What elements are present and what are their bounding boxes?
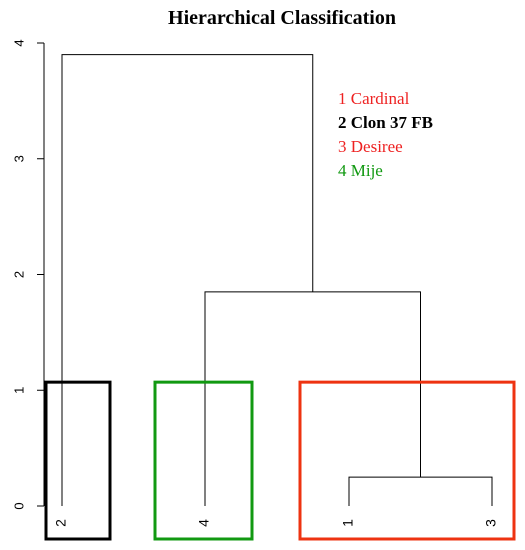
legend-entry: 3 Desiree [338, 137, 403, 156]
leaf-label: 2 [53, 519, 69, 527]
cluster-rect [44, 380, 112, 541]
y-tick-label: 2 [11, 271, 26, 278]
cluster-rect [153, 380, 254, 541]
y-tick-label: 1 [11, 387, 26, 394]
legend: 1 Cardinal 2 Clon 37 FB 3 Desiree 4 Mije [338, 89, 433, 180]
y-tick-label: 0 [11, 502, 26, 509]
leaf-label: 4 [196, 519, 212, 527]
y-tick-label: 3 [11, 155, 26, 162]
y-axis: 0 1 2 3 4 [11, 39, 45, 510]
legend-entry: 4 Mije [338, 161, 383, 180]
chart-title: Hierarchical Classification [168, 7, 396, 29]
legend-entry: 1 Cardinal [338, 89, 410, 108]
cluster-rect [298, 380, 516, 541]
dendrogram-branch [61, 54, 314, 506]
leaf-label: 1 [340, 519, 356, 527]
leaf-label: 3 [483, 519, 499, 527]
y-tick-label: 4 [11, 39, 26, 46]
dendrogram-branch [204, 291, 421, 506]
dendrogram-branches [61, 54, 493, 506]
dendrogram-branch [348, 476, 493, 506]
legend-entry: 2 Clon 37 FB [338, 113, 433, 132]
leaf-labels: 2 4 1 3 [53, 519, 499, 527]
cluster-rectangles [44, 380, 516, 541]
